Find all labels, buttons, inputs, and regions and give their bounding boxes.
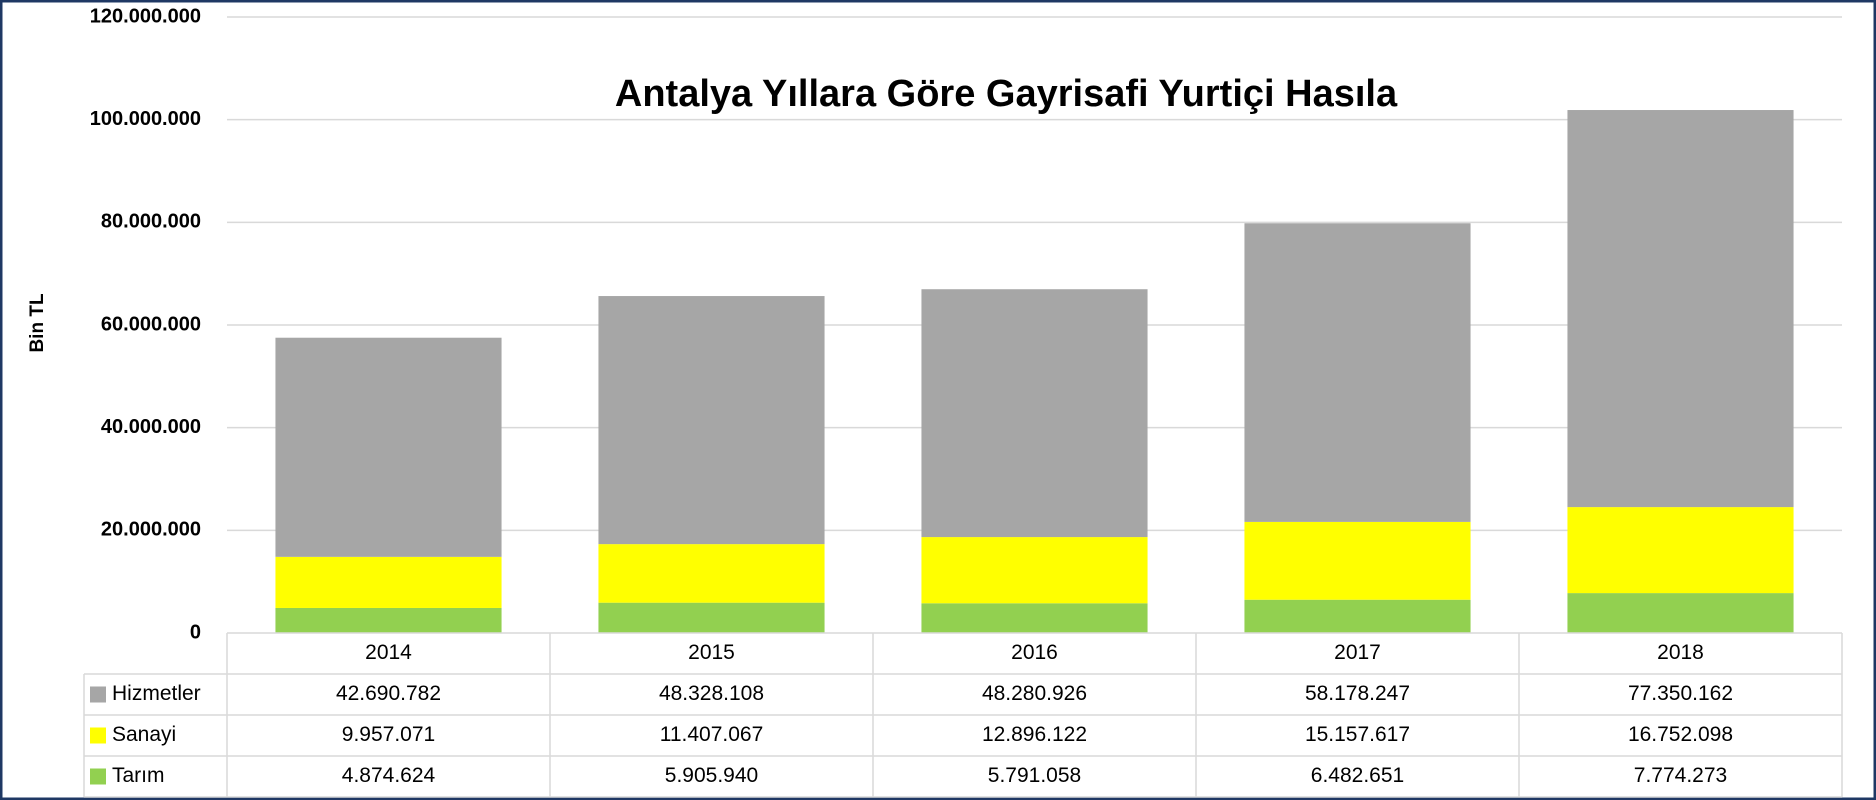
bar-segment	[275, 607, 502, 633]
data-label: 5.791.058	[988, 764, 1081, 787]
data-label: 15.157.617	[1305, 723, 1410, 746]
data-label: 42.690.782	[336, 682, 441, 705]
x-tick-label: 2014	[365, 641, 412, 664]
x-tick-label: 2017	[1334, 641, 1381, 664]
legend-swatch	[90, 686, 106, 703]
y-tick-label: 0	[190, 621, 201, 643]
data-label: 48.328.108	[659, 682, 764, 705]
data-label: 11.407.067	[660, 723, 764, 746]
y-tick-label: 60.000.000	[101, 313, 201, 335]
bar-segment	[1244, 599, 1471, 633]
bar-segment	[598, 296, 825, 545]
bar-segment	[598, 544, 825, 603]
bar-segment	[1567, 110, 1794, 508]
legend-label: Sanayi	[112, 723, 176, 746]
chart-title: Antalya Yıllara Göre Gayrisafi Yurtiçi H…	[615, 73, 1398, 115]
x-tick-label: 2016	[1011, 641, 1058, 664]
y-tick-label: 40.000.000	[101, 416, 201, 438]
legend-label: Hizmetler	[112, 682, 201, 705]
data-label: 12.896.122	[982, 723, 1087, 746]
data-label: 77.350.162	[1628, 682, 1733, 705]
legend-label: Tarım	[112, 764, 165, 787]
bar-segment	[921, 537, 1148, 604]
bar-segment	[598, 602, 825, 633]
data-label: 7.774.273	[1634, 764, 1727, 787]
y-tick-label: 80.000.000	[101, 211, 201, 233]
y-tick-label: 120.000.000	[90, 5, 201, 27]
data-label: 16.752.098	[1628, 723, 1733, 746]
y-axis-label: Bin TL	[27, 293, 48, 352]
bar-segment	[275, 337, 502, 557]
bar-segment	[921, 289, 1148, 538]
data-label: 6.482.651	[1311, 764, 1404, 787]
data-label: 4.874.624	[342, 764, 436, 787]
data-label: 9.957.071	[342, 723, 435, 746]
data-label: 5.905.940	[665, 764, 758, 787]
y-tick-label: 20.000.000	[101, 519, 201, 541]
bar-segment	[275, 556, 502, 608]
data-label: 48.280.926	[982, 682, 1087, 705]
bar-segment	[1567, 593, 1794, 633]
legend-swatch	[90, 768, 106, 785]
x-tick-label: 2018	[1657, 641, 1704, 664]
legend-swatch	[90, 727, 106, 744]
x-tick-label: 2015	[688, 641, 735, 664]
bar-segment	[1244, 521, 1471, 600]
bar-segment	[1567, 507, 1794, 594]
data-label: 58.178.247	[1305, 682, 1410, 705]
bar-segment	[1244, 223, 1471, 522]
bar-segment	[921, 603, 1148, 633]
y-tick-label: 100.000.000	[90, 108, 201, 130]
